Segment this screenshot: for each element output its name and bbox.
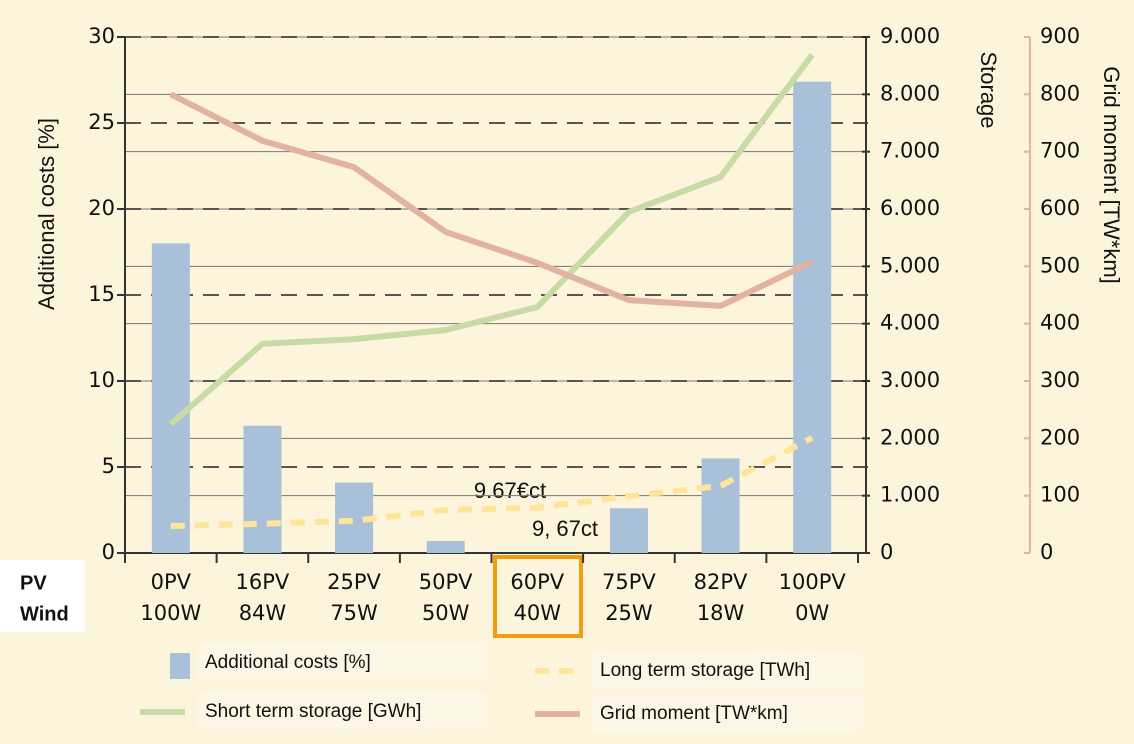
y3-tick-label: 600	[1040, 196, 1080, 220]
x-tick-label: 0W	[795, 601, 829, 625]
legend-label: Short term storage [GWh]	[205, 701, 421, 722]
y2-tick-label: 7.000	[880, 139, 940, 163]
legend-box	[197, 643, 487, 681]
y3-tick-label: 700	[1040, 139, 1080, 163]
y-tick-label: 10	[88, 368, 115, 392]
row-label: Wind	[20, 603, 69, 625]
x-tick-label: 40W	[514, 601, 562, 625]
y2-tick-label: 2.000	[880, 425, 940, 449]
legend-box	[592, 651, 862, 689]
y-axis-label: Additional costs [%]	[34, 118, 59, 310]
line	[169, 91, 814, 309]
y2-tick-label: 9.000	[880, 24, 940, 48]
y3-tick-label: 300	[1040, 368, 1080, 392]
y3-tick-label: 500	[1040, 253, 1080, 277]
bar	[793, 81, 832, 553]
bar	[243, 425, 282, 553]
x-tick-label: 0PV	[151, 570, 192, 594]
y2-tick-label: 1.000	[880, 483, 940, 507]
x-tick-label: 84W	[239, 601, 287, 625]
x-tick-label: 100W	[140, 601, 201, 625]
bar	[151, 243, 190, 553]
y3-tick-label: 0	[1040, 540, 1053, 564]
x-tick-label: 50PV	[419, 570, 473, 594]
y3-tick-label: 100	[1040, 483, 1080, 507]
x-tick-label: 50W	[422, 601, 470, 625]
x-tick-label: 82PV	[694, 570, 748, 594]
x-tick-label: 60PV	[510, 570, 564, 594]
legend-box	[197, 692, 487, 730]
y-tick-label: 25	[88, 110, 115, 134]
y-tick-label: 5	[102, 454, 115, 478]
legend-box	[592, 694, 862, 732]
highlight-box	[493, 555, 583, 638]
y2-tick-label: 5.000	[880, 253, 940, 277]
y-tick-label: 15	[88, 282, 115, 306]
legend-label: Grid moment [TW*km]	[600, 703, 788, 724]
x-tick-label: 25W	[605, 601, 653, 625]
y2-tick-label: 3.000	[880, 368, 940, 392]
y2-tick-label: 6.000	[880, 196, 940, 220]
y2-tick-label: 8.000	[880, 81, 940, 105]
y-tick-label: 0	[102, 540, 115, 564]
x-tick-label: 75PV	[602, 570, 656, 594]
x-tick-label: 100PV	[779, 570, 847, 594]
row-label: PV	[20, 572, 47, 594]
y3-tick-label: 900	[1040, 24, 1080, 48]
legend-label: Long term storage [TWh]	[600, 660, 810, 681]
bar	[701, 458, 740, 553]
row-label-box	[0, 560, 85, 632]
y-tick-label: 20	[88, 196, 115, 220]
line	[168, 52, 815, 427]
y2-tick-label: 4.000	[880, 311, 940, 335]
annotation: 9.67€ct	[474, 478, 546, 503]
legend-label: Additional costs [%]	[205, 652, 371, 673]
y3-tick-label: 400	[1040, 311, 1080, 335]
y3-tick-label: 200	[1040, 425, 1080, 449]
bar	[609, 508, 648, 553]
y2-axis-label: Storage	[976, 51, 1001, 128]
y3-axis-label: Grid moment [TW*km]	[1099, 66, 1124, 284]
y3-tick-label: 800	[1040, 81, 1080, 105]
x-tick-label: 16PV	[236, 570, 290, 594]
x-tick-label: 18W	[697, 601, 745, 625]
bar	[426, 540, 465, 553]
x-tick-label: 25PV	[327, 570, 381, 594]
dashed-line	[170, 435, 814, 530]
y-tick-label: 30	[88, 24, 115, 48]
legend-swatch	[170, 653, 190, 679]
annotation: 9, 67ct	[532, 516, 598, 541]
x-tick-label: 75W	[330, 601, 378, 625]
y2-tick-label: 0	[880, 540, 893, 564]
